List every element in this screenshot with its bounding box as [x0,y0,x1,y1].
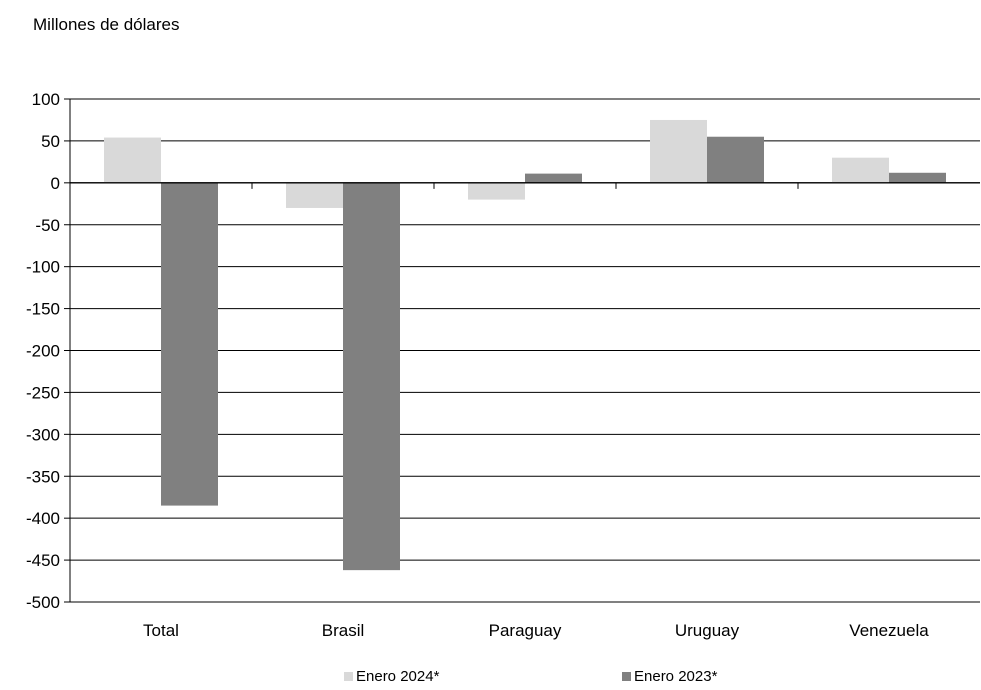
legend-swatch [622,672,631,681]
y-tick-label: -50 [35,216,60,235]
y-tick-label: -150 [26,300,60,319]
y-tick-label: -100 [26,258,60,277]
y-tick-label: 0 [51,174,60,193]
y-tick-label: -350 [26,467,60,486]
bar-venezuela-enero-2024 [832,157,889,183]
bar-venezuela-enero-2023 [889,172,946,183]
y-tick-labels: 100 50 0 -50 -100 -150 -200 -250 -300 -350 -400 -45… [26,90,70,612]
y-tick-label: -300 [26,425,60,444]
bar-paraguay-enero-2024 [468,182,525,200]
x-category-labels: Total Brasil Paraguay Uruguay Venezuela [143,621,929,640]
x-category-label: Total [143,621,179,640]
bar-brasil-enero-2024 [286,182,343,208]
x-category-label: Paraguay [489,621,562,640]
y-tick-label: -450 [26,551,60,570]
bar-total-enero-2023 [161,182,218,506]
y-tick-label: -200 [26,342,60,361]
bar-uruguay-enero-2024 [650,119,707,183]
y-tick-label: 100 [32,90,60,109]
legend-swatch [344,672,353,681]
legend-label: Enero 2023* [634,668,718,685]
legend: Enero 2024* Enero 2023* [344,668,718,685]
y-tick-label: -400 [26,509,60,528]
bar-total-enero-2024 [104,137,161,183]
x-category-label: Venezuela [849,621,929,640]
bar-brasil-enero-2023 [343,182,400,571]
y-axis-label: Millones de dólares [33,15,179,34]
x-category-label: Brasil [322,621,365,640]
bar-uruguay-enero-2023 [707,136,764,183]
bars [104,119,946,571]
bar-paraguay-enero-2023 [525,173,582,183]
legend-label: Enero 2024* [356,668,440,685]
y-tick-label: -500 [26,593,60,612]
x-category-label: Uruguay [675,621,740,640]
y-tick-label: -250 [26,383,60,402]
y-tick-label: 50 [41,132,60,151]
